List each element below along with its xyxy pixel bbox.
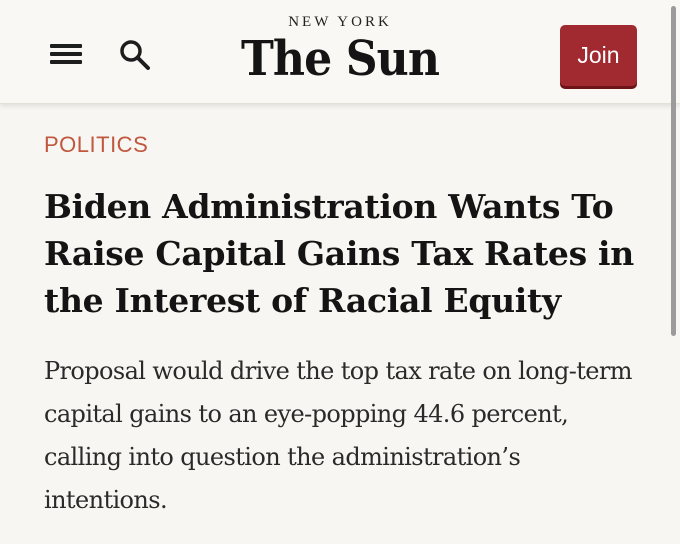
search-icon[interactable]: [118, 38, 152, 72]
masthead-subtitle: NEW YORK: [288, 14, 392, 30]
join-button[interactable]: Join: [560, 25, 637, 86]
menu-bar-bottom: [50, 60, 82, 64]
masthead-title: The Sun: [240, 31, 440, 87]
site-logo[interactable]: NEW YORK The Sun: [222, 12, 458, 92]
article-headline: Biden Administration Wants To Raise Capi…: [44, 187, 634, 320]
category-link[interactable]: POLITICS: [44, 132, 149, 157]
menu-bar-top: [50, 44, 82, 48]
hamburger-menu-icon[interactable]: [50, 44, 82, 64]
menu-bar-middle: [50, 52, 82, 56]
scrollbar-thumb[interactable]: [671, 6, 676, 336]
site-header: NEW YORK The Sun Join: [0, 0, 680, 104]
article-dek: Proposal would drive the top tax rate on…: [44, 357, 633, 514]
